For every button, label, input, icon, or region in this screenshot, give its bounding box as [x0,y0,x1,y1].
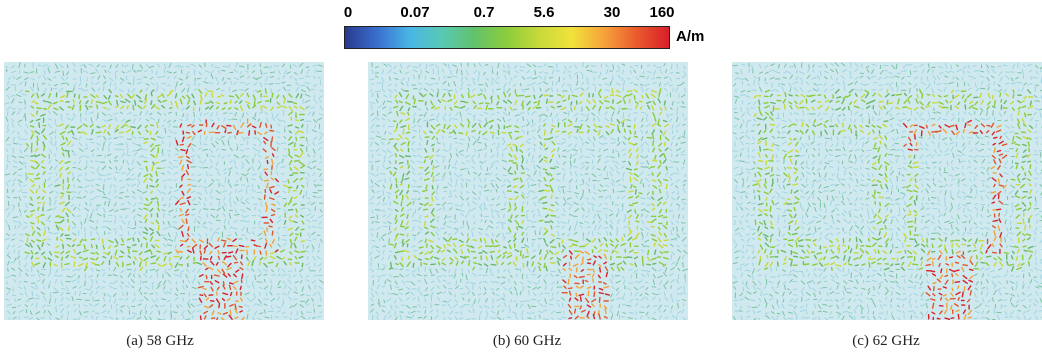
field-arrows [368,62,688,320]
caption-62ghz: (c) 62 GHz [852,333,920,349]
caption-60ghz: (b) 60 GHz [492,333,562,349]
scale-tick-1: 0.07 [400,4,430,21]
field-arrows [4,62,324,320]
current-field-62ghz [732,62,1042,320]
color-scale: 0 0.07 0.7 5.6 30 160 A/m [340,0,704,56]
field-background [732,62,1042,320]
current-field-58ghz [4,62,324,320]
panel-62ghz [732,62,1042,320]
scale-tick-0: 0 [343,4,353,21]
scale-tick-5: 160 [649,4,675,21]
scale-tick-2: 0.7 [473,4,495,21]
panel-60ghz [368,62,688,320]
color-scale-bar [344,26,670,49]
caption-58ghz: (a) 58 GHz [126,333,194,349]
field-background [368,62,688,320]
current-field-60ghz [368,62,688,320]
scale-tick-4: 30 [603,4,621,21]
scale-tick-3: 5.6 [533,4,555,21]
field-arrows [732,62,1042,320]
panel-58ghz [4,62,324,320]
scale-unit: A/m [676,28,705,45]
